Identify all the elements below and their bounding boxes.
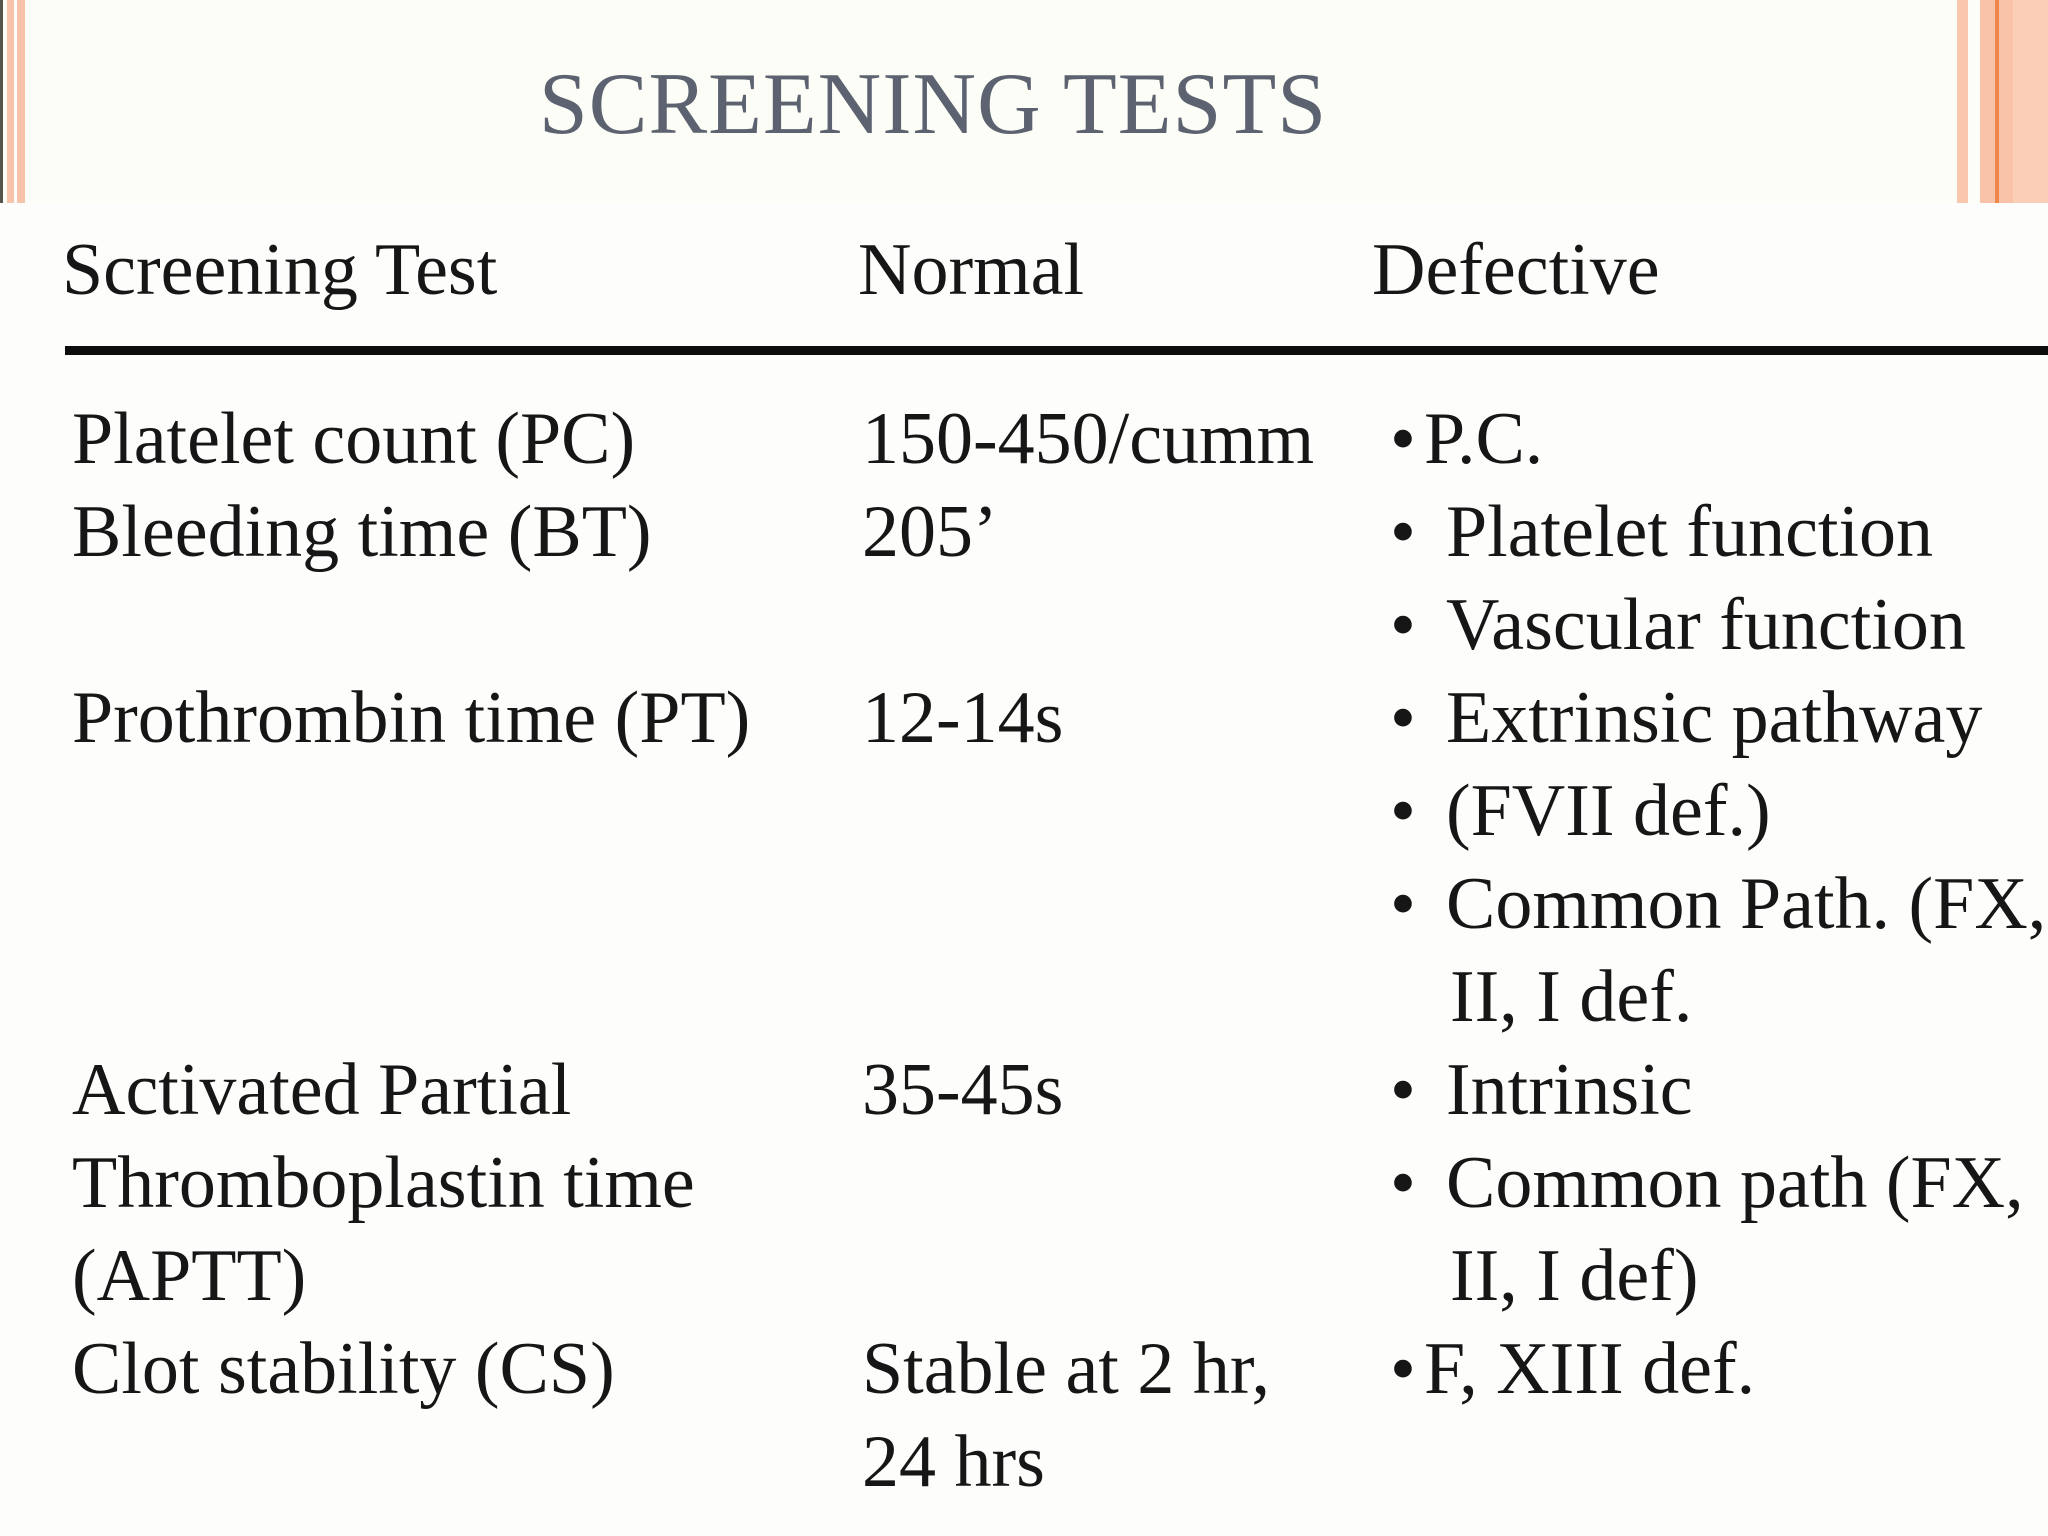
right-orange-line: [1995, 0, 1999, 203]
defective-cell: • P.C.: [1390, 393, 1543, 486]
header-divider-rule: [65, 346, 2048, 355]
bullet-icon: •: [1390, 1049, 1416, 1131]
defective-cell: • Platelet function: [1390, 486, 1933, 579]
test-cell: Prothrombin time (PT): [72, 677, 751, 759]
slide-title: SCREENING TESTS: [538, 56, 1328, 153]
table-row: • (FVII def.): [0, 765, 2048, 858]
right-pink-stripe-wide: [1980, 0, 2048, 203]
bullet-icon: •: [1390, 1328, 1416, 1410]
header-normal: Normal: [858, 229, 1085, 311]
defective-text: Common path (FX,: [1446, 1142, 2024, 1224]
bullet-icon: •: [1390, 1142, 1416, 1224]
table-row: (APTT) •II, I def): [0, 1230, 2048, 1323]
defective-cell: • Vascular function: [1390, 579, 1966, 672]
defective-text: Platelet function: [1446, 491, 1934, 573]
table-row: Activated Partial 35-45s • Intrinsic: [0, 1044, 2048, 1137]
normal-cell: 205’: [862, 491, 998, 573]
normal-cell: 12-14s: [862, 677, 1064, 759]
defective-text: (FVII def.): [1446, 770, 1771, 852]
table-body: Platelet count (PC) 150-450/cumm • P.C. Blee…: [0, 393, 2048, 1509]
right-pink-stripe-light: [2013, 0, 2048, 203]
bullet-icon: •: [1390, 677, 1416, 759]
table-row: Thromboplastin time • Common path (FX,: [0, 1137, 2048, 1230]
table-header-row: Screening Test Normal Defective: [0, 224, 2048, 317]
table-row: • Common Path. (FX,: [0, 858, 2048, 951]
table-row: Bleeding time (BT) 205’ • Platelet function: [0, 486, 2048, 579]
table-row: Clot stability (CS) Stable at 2 hr, • F, XI…: [0, 1323, 2048, 1416]
defective-cell: • Common Path. (FX,: [1390, 858, 2046, 951]
defective-cell: • Extrinsic pathway: [1390, 672, 1982, 765]
bullet-icon: •: [1390, 584, 1416, 666]
defective-text: II, I def.: [1450, 956, 1693, 1038]
defective-cell: •II, I def.: [1390, 951, 1692, 1044]
left-pink-stripe-1: [7, 0, 14, 203]
normal-cell: 150-450/cumm: [862, 398, 1315, 480]
defective-cell: • (FVII def.): [1390, 765, 1771, 858]
table-row: • Vascular function: [0, 579, 2048, 672]
header-defective: Defective: [1372, 229, 1660, 311]
defective-cell: • Intrinsic: [1390, 1044, 1693, 1137]
defective-text: F, XIII def.: [1424, 1328, 1756, 1410]
right-pink-stripe-thin: [1957, 0, 1968, 203]
defective-text: Intrinsic: [1446, 1049, 1693, 1131]
table-row: Platelet count (PC) 150-450/cumm • P.C.: [0, 393, 2048, 486]
test-cell: Bleeding time (BT): [72, 491, 652, 573]
table-row: •II, I def.: [0, 951, 2048, 1044]
left-edge-shadow: [0, 0, 3, 203]
left-pink-stripe-2: [17, 0, 25, 203]
bullet-icon: •: [1390, 398, 1416, 480]
bullet-icon: •: [1390, 491, 1416, 573]
table-row: 24 hrs: [0, 1416, 2048, 1509]
test-cell: (APTT): [72, 1235, 307, 1317]
top-decorative-band: [0, 0, 2048, 203]
test-cell: Platelet count (PC): [72, 398, 636, 480]
defective-text: Extrinsic pathway: [1446, 677, 1983, 759]
defective-text: Vascular function: [1446, 584, 1966, 666]
normal-cell: 35-45s: [862, 1049, 1064, 1131]
normal-cell: Stable at 2 hr,: [862, 1328, 1271, 1410]
test-cell: Activated Partial: [72, 1049, 572, 1131]
defective-text: P.C.: [1424, 398, 1544, 480]
table-row: Prothrombin time (PT) 12-14s • Extrinsic pa…: [0, 672, 2048, 765]
header-screening-test: Screening Test: [62, 229, 498, 311]
defective-text: Common Path. (FX,: [1446, 863, 2047, 945]
defective-cell: •II, I def): [1390, 1230, 1699, 1323]
bullet-icon: •: [1390, 770, 1416, 852]
normal-cell: 24 hrs: [862, 1421, 1045, 1503]
bullet-icon: •: [1390, 863, 1416, 945]
test-cell: Clot stability (CS): [72, 1328, 615, 1410]
defective-cell: • F, XIII def.: [1390, 1323, 1755, 1416]
defective-text: II, I def): [1450, 1235, 1699, 1317]
defective-cell: • Common path (FX,: [1390, 1137, 2024, 1230]
test-cell: Thromboplastin time: [72, 1142, 695, 1224]
